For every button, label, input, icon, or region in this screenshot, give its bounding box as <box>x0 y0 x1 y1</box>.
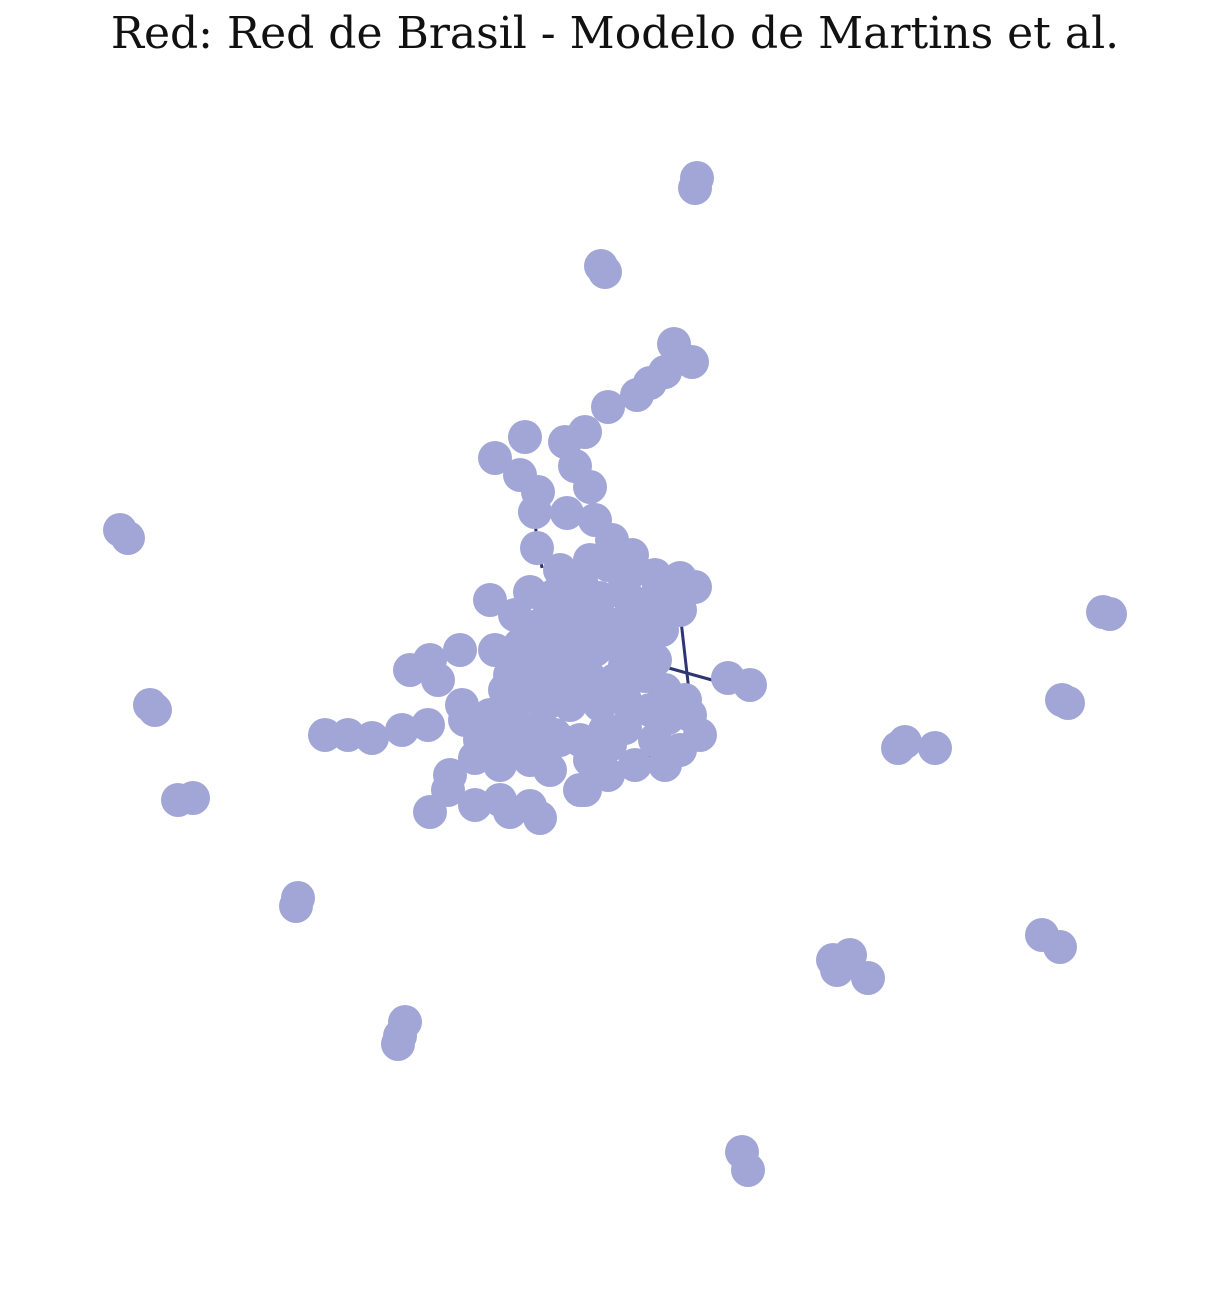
network-node <box>463 723 497 757</box>
network-node <box>615 538 649 572</box>
network-node <box>385 713 419 747</box>
network-node <box>881 731 915 765</box>
network-node <box>473 583 507 617</box>
network-node <box>176 781 210 815</box>
network-node <box>578 633 612 667</box>
network-node <box>918 731 952 765</box>
network-node <box>820 953 854 987</box>
network-node <box>1043 930 1077 964</box>
network-node <box>523 801 557 835</box>
network-node <box>558 673 592 707</box>
network-node <box>675 345 709 379</box>
network-node <box>663 593 697 627</box>
network-node <box>138 693 172 727</box>
figure-title: Red: Red de Brasil - Modelo de Martins e… <box>110 8 1120 59</box>
network-node <box>488 723 522 757</box>
network-node <box>678 171 712 205</box>
network-node <box>543 723 577 757</box>
network-node <box>593 728 627 762</box>
network-node <box>608 648 642 682</box>
network-node <box>1093 597 1127 631</box>
network-node <box>1051 686 1085 720</box>
network-node <box>591 390 625 424</box>
network-node <box>478 441 512 475</box>
network-node <box>648 748 682 782</box>
network-node <box>421 663 455 697</box>
network-node <box>518 495 552 529</box>
network-node <box>443 633 477 667</box>
node-layer <box>103 161 1127 1187</box>
network-node <box>508 643 542 677</box>
network-node <box>355 721 389 755</box>
network-node <box>520 531 554 565</box>
network-node <box>565 568 599 602</box>
network-node <box>618 748 652 782</box>
network-node <box>731 1153 765 1187</box>
network-node <box>638 643 672 677</box>
network-node <box>381 1027 415 1061</box>
network-node <box>411 708 445 742</box>
network-node <box>568 773 602 807</box>
network-node <box>583 673 617 707</box>
network-node <box>851 961 885 995</box>
network-node <box>413 795 447 829</box>
network-node <box>550 496 584 530</box>
network-node <box>279 889 313 923</box>
network-node <box>513 743 547 777</box>
network-node <box>488 673 522 707</box>
network-node <box>588 255 622 289</box>
network-node <box>538 578 572 612</box>
network-node <box>733 668 767 702</box>
network-node <box>508 420 542 454</box>
network-node <box>111 521 145 555</box>
network-node <box>393 653 427 687</box>
network-node <box>620 378 654 412</box>
network-node <box>573 470 607 504</box>
